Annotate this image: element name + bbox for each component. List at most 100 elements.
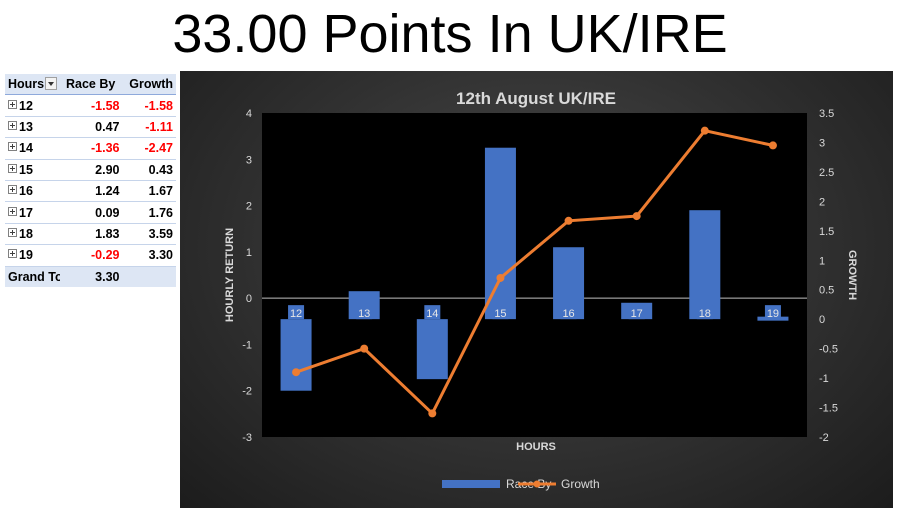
point-growth (768, 141, 777, 150)
expand-plus-icon[interactable] (8, 227, 17, 237)
pivot-race-by-cell: -1.36 (63, 137, 123, 160)
pivot-row: 16 1.24 1.67 (5, 180, 176, 203)
y2-tick-label: 0.5 (819, 285, 834, 297)
pivot-race-by-cell: 0.47 (63, 116, 123, 139)
expand-plus-icon[interactable] (8, 99, 17, 109)
pivot-row: 17 0.09 1.76 (5, 201, 176, 224)
y-tick-label: 3 (246, 154, 252, 166)
category-label: 17 (631, 308, 643, 320)
pivot-hour-cell[interactable]: 14 (5, 137, 63, 160)
expand-plus-icon[interactable] (8, 206, 17, 216)
pivot-hour-cell[interactable]: 16 (5, 180, 63, 203)
pivot-header-hours[interactable]: Hours (5, 74, 63, 96)
pivot-hour-label: 14 (19, 141, 33, 156)
pivot-row: 13 0.47 -1.11 (5, 116, 176, 139)
pivot-growth-cell: -2.47 (122, 137, 176, 160)
pivot-growth-cell: 0.43 (122, 159, 176, 181)
pivot-row: 15 2.90 0.43 (5, 159, 176, 181)
y-tick-label: 1 (246, 247, 252, 259)
pivot-growth-cell: -1.11 (122, 116, 176, 139)
category-label: 13 (358, 308, 370, 320)
pivot-race-by-cell: -0.29 (63, 244, 123, 267)
pivot-growth-cell: 3.59 (122, 223, 176, 246)
filter-dropdown-icon[interactable] (45, 77, 58, 91)
category-label-chip (288, 305, 305, 320)
expand-plus-icon[interactable] (8, 142, 17, 152)
pivot-race-by-cell: 2.90 (63, 159, 123, 181)
pivot-table: Hours Race By Growth 12 -1.58 -1.58 13 0.47-… (5, 74, 176, 287)
combo-chart: 12th August UK/IRE-3-2-101234-2-1.5-1-0.… (224, 89, 858, 491)
point-growth (360, 344, 369, 353)
expand-plus-icon[interactable] (8, 185, 17, 195)
bar-race-by (416, 319, 448, 380)
chart-title: 12th August UK/IRE (456, 89, 616, 108)
legend-swatch-race-by (442, 480, 500, 488)
legend-label-growth: Growth (561, 477, 600, 491)
category-label-chip (424, 305, 441, 320)
y2-tick-label: 3 (819, 137, 825, 149)
category-label: 18 (699, 308, 711, 320)
pivot-race-by-cell: 0.09 (63, 201, 123, 224)
y2-tick-label: 2.5 (819, 167, 834, 179)
pivot-hour-cell[interactable]: 18 (5, 223, 63, 246)
y-tick-label: 0 (246, 293, 252, 305)
category-label-chip (628, 305, 645, 320)
pivot-total-empty (122, 265, 176, 287)
point-growth (700, 126, 709, 135)
chart-panel[interactable]: 12th August UK/IRE -3 -2 -1 0 1 2 3 4 -2 -1.5 -1 -0.… (180, 71, 893, 508)
pivot-hour-cell[interactable]: 19 (5, 244, 63, 267)
pivot-row: 19 -0.29 3.30 (5, 244, 176, 267)
point-growth (496, 273, 505, 282)
y2-tick-label: 1 (819, 255, 825, 267)
page-headline: 33.00 Points In UK/IRE (172, 4, 728, 64)
y-tick-label: -3 (242, 432, 252, 444)
pivot-row: 18 1.83 3.59 (5, 223, 176, 246)
pivot-race-by-cell: 1.83 (63, 223, 123, 246)
category-label-chip (492, 305, 509, 320)
point-growth (632, 212, 641, 221)
pivot-hour-label: 13 (19, 119, 33, 134)
y-tick-label: -1 (242, 339, 252, 351)
point-growth (292, 368, 301, 377)
category-label-chip (764, 305, 781, 320)
pivot-hour-cell[interactable]: 13 (5, 116, 63, 139)
y-tick-label: 4 (246, 108, 252, 120)
plot-area (262, 113, 807, 437)
y2-tick-label: 2 (819, 196, 825, 208)
y2-tick-label: 3.5 (819, 108, 834, 120)
y2-tick-label: -1.5 (819, 403, 838, 415)
y2-tick-label: 1.5 (819, 226, 834, 238)
pivot-hour-label: 15 (19, 162, 33, 177)
pivot-hour-label: 19 (19, 248, 33, 263)
pivot-header-hours-label: Hours (8, 77, 45, 92)
pivot-hour-cell[interactable]: 12 (5, 94, 63, 117)
pivot-hour-label: 17 (19, 205, 33, 220)
category-label: 16 (562, 308, 574, 320)
pivot-growth-cell: 1.76 (122, 201, 176, 224)
expand-plus-icon[interactable] (8, 120, 17, 130)
category-label: 14 (426, 308, 438, 320)
pivot-race-by-cell: -1.58 (63, 94, 123, 117)
pivot-header-growth: Growth (122, 74, 176, 96)
y-tick-label: 2 (246, 201, 252, 213)
category-label-chip (356, 305, 373, 320)
pivot-row: 14 -1.36 -2.47 (5, 137, 176, 160)
pivot-total-row: Grand Total 3.30 (5, 265, 176, 287)
pivot-header-row: Hours Race By Growth (5, 74, 176, 96)
expand-plus-icon[interactable] (8, 249, 17, 259)
bar-race-by (484, 147, 516, 320)
y2-tick-label: -1 (819, 373, 829, 385)
pivot-total-label-text: Grand Total (8, 269, 60, 284)
pivot-header-race-by: Race By (63, 74, 123, 96)
pivot-total-value: 3.30 (63, 265, 123, 287)
pivot-hour-cell[interactable]: 17 (5, 201, 63, 224)
y2-tick-label: -0.5 (819, 344, 838, 356)
pivot-hour-label: 16 (19, 184, 33, 199)
bar-race-by (280, 319, 312, 391)
y2-axis-title: GROWTH (846, 250, 858, 300)
pivot-hour-cell[interactable]: 15 (5, 159, 63, 181)
pivot-race-by-cell: 1.24 (63, 180, 123, 203)
expand-plus-icon[interactable] (8, 163, 17, 173)
pivot-row: 12 -1.58 -1.58 (5, 94, 176, 117)
point-growth (564, 216, 573, 225)
